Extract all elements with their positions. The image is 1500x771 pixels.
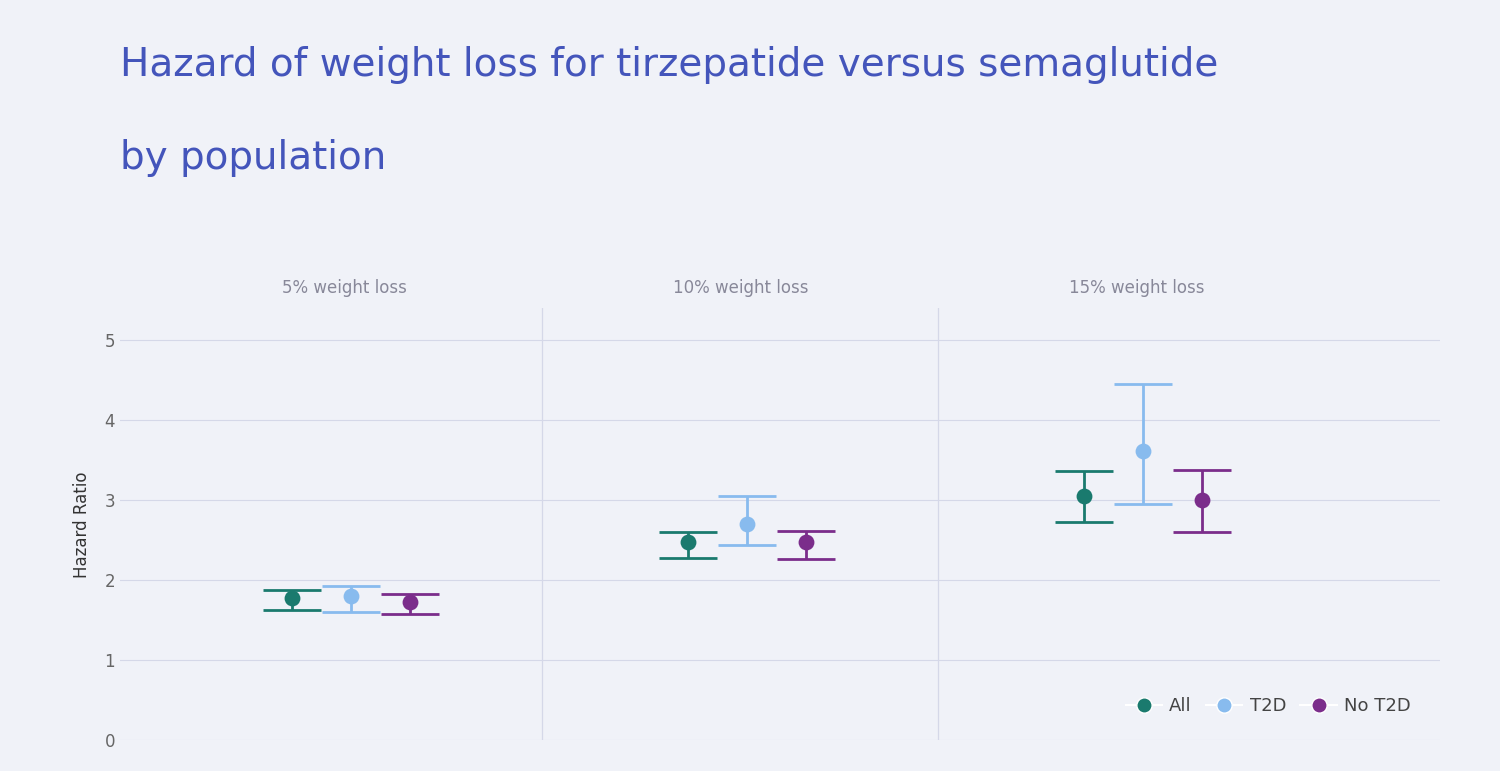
Text: 15% weight loss: 15% weight loss	[1068, 279, 1204, 297]
Text: Hazard of weight loss for tirzepatide versus semaglutide: Hazard of weight loss for tirzepatide ve…	[120, 46, 1218, 84]
Legend: All, T2D, No T2D: All, T2D, No T2D	[1119, 690, 1418, 722]
Y-axis label: Hazard Ratio: Hazard Ratio	[72, 471, 90, 577]
Point	[399, 596, 423, 608]
Text: 10% weight loss: 10% weight loss	[672, 279, 808, 297]
Point	[795, 536, 819, 548]
Point	[339, 590, 363, 602]
Point	[1071, 490, 1095, 503]
Point	[1131, 445, 1155, 457]
Point	[675, 536, 699, 548]
Text: 5% weight loss: 5% weight loss	[282, 279, 406, 297]
Point	[735, 518, 759, 530]
Text: by population: by population	[120, 139, 387, 177]
Point	[279, 591, 303, 604]
Point	[1191, 494, 1215, 507]
